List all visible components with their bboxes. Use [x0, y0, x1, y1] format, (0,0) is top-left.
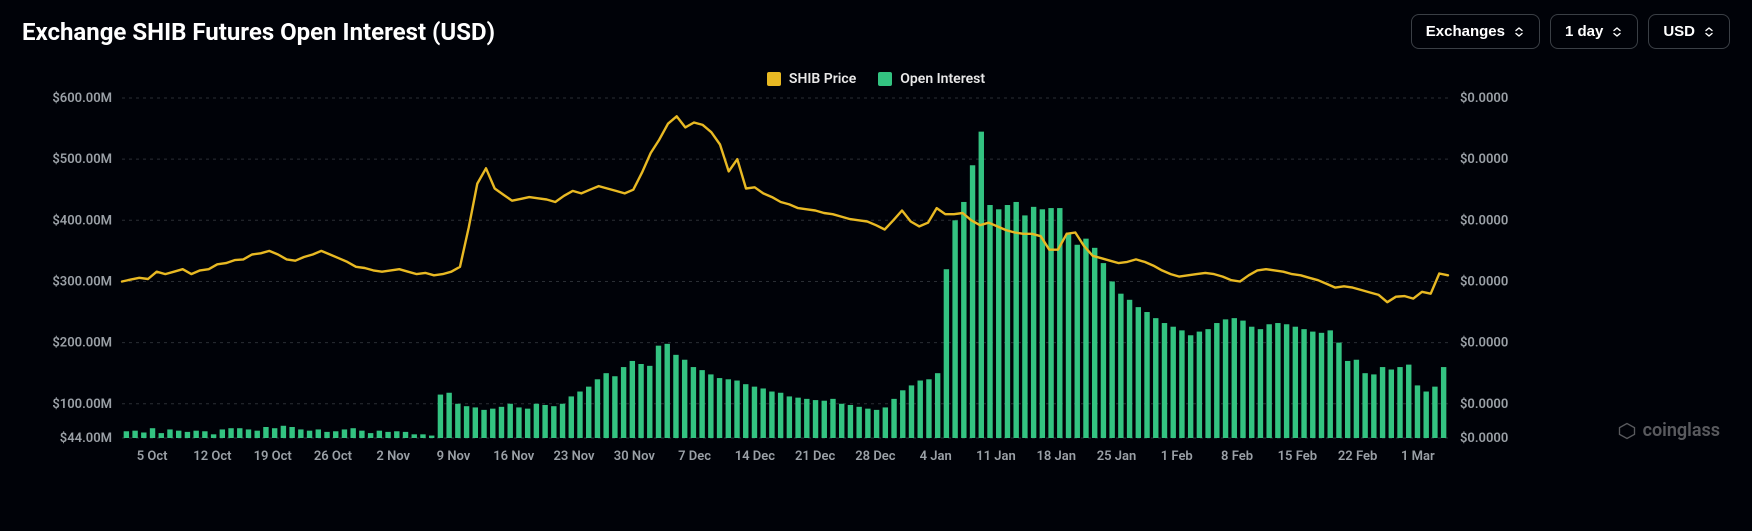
exchanges-dropdown[interactable]: Exchanges — [1411, 14, 1540, 49]
svg-text:18 Jan: 18 Jan — [1036, 449, 1076, 464]
svg-text:$500.00M: $500.00M — [52, 152, 112, 167]
svg-text:23 Nov: 23 Nov — [554, 449, 596, 464]
svg-text:11 Jan: 11 Jan — [976, 449, 1016, 464]
chart-area: $600.00M $0.0000 $500.00M $0.0000 $400.00M $0… — [0, 88, 1752, 531]
chart-controls: Exchanges 1 day USD — [1411, 14, 1730, 49]
svg-text:$0.0000: $0.0000 — [1460, 152, 1508, 167]
svg-text:$400.00M: $400.00M — [52, 213, 112, 228]
svg-text:$0.0000: $0.0000 — [1460, 274, 1508, 289]
svg-text:$0.0000: $0.0000 — [1460, 213, 1508, 228]
svg-text:7 Dec: 7 Dec — [678, 449, 711, 464]
svg-text:22 Feb: 22 Feb — [1338, 449, 1377, 464]
chevron-updown-icon — [1703, 26, 1715, 38]
svg-text:$0.0000: $0.0000 — [1460, 336, 1508, 351]
svg-text:5 Oct: 5 Oct — [137, 449, 168, 464]
legend-item-price: SHIB Price — [767, 71, 856, 87]
legend-item-oi: Open Interest — [878, 71, 985, 87]
chevron-updown-icon — [1513, 26, 1525, 38]
currency-label: USD — [1663, 23, 1695, 40]
svg-text:1 Mar: 1 Mar — [1401, 449, 1435, 464]
chart-legend: SHIB Price Open Interest — [0, 71, 1752, 87]
svg-text:$0.0000: $0.0000 — [1460, 431, 1508, 446]
legend-swatch-price — [767, 72, 781, 86]
svg-text:25 Jan: 25 Jan — [1097, 449, 1137, 464]
svg-text:8 Feb: 8 Feb — [1221, 449, 1253, 464]
period-dropdown[interactable]: 1 day — [1550, 14, 1638, 49]
currency-dropdown[interactable]: USD — [1648, 14, 1730, 49]
svg-text:$600.00M: $600.00M — [52, 91, 112, 106]
svg-text:30 Nov: 30 Nov — [614, 449, 656, 464]
svg-text:2 Nov: 2 Nov — [376, 449, 410, 464]
svg-text:$100.00M: $100.00M — [52, 397, 112, 412]
chevron-updown-icon — [1611, 26, 1623, 38]
svg-text:$300.00M: $300.00M — [52, 274, 112, 289]
legend-swatch-oi — [878, 72, 892, 86]
legend-label-price: SHIB Price — [789, 71, 856, 87]
svg-text:$200.00M: $200.00M — [52, 336, 112, 351]
svg-text:19 Oct: 19 Oct — [254, 449, 293, 464]
chart-title: Exchange SHIB Futures Open Interest (USD… — [22, 18, 495, 46]
svg-text:14 Dec: 14 Dec — [735, 449, 776, 464]
svg-text:16 Nov: 16 Nov — [493, 449, 535, 464]
svg-text:12 Oct: 12 Oct — [193, 449, 232, 464]
svg-text:26 Oct: 26 Oct — [314, 449, 353, 464]
svg-text:15 Feb: 15 Feb — [1278, 449, 1317, 464]
svg-text:21 Dec: 21 Dec — [795, 449, 836, 464]
svg-text:$44.00M: $44.00M — [60, 431, 112, 446]
period-label: 1 day — [1565, 23, 1603, 40]
legend-label-oi: Open Interest — [900, 71, 985, 87]
svg-text:1 Feb: 1 Feb — [1161, 449, 1193, 464]
svg-text:$0.0000: $0.0000 — [1460, 91, 1508, 106]
svg-text:28 Dec: 28 Dec — [855, 449, 896, 464]
svg-text:$0.0000: $0.0000 — [1460, 397, 1508, 412]
exchanges-label: Exchanges — [1426, 23, 1505, 40]
svg-text:9 Nov: 9 Nov — [437, 449, 471, 464]
chart-svg: $600.00M $0.0000 $500.00M $0.0000 $400.00M $0… — [0, 88, 1752, 531]
svg-text:4 Jan: 4 Jan — [920, 449, 952, 464]
